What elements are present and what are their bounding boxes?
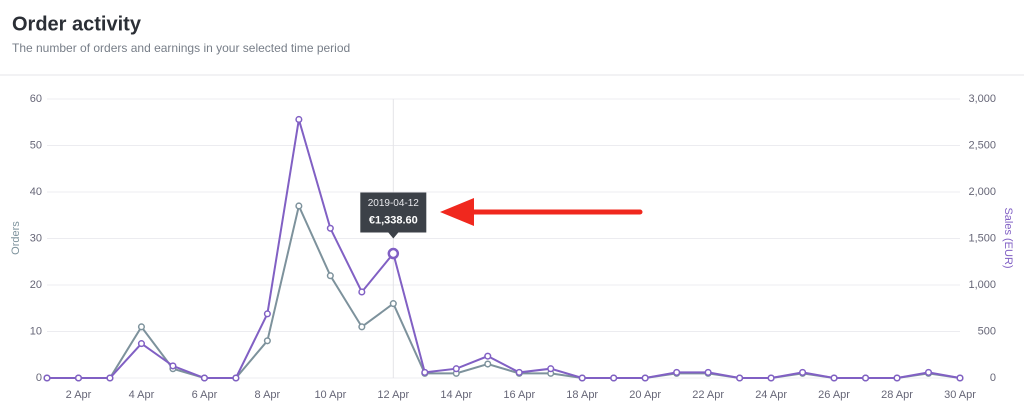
point — [295, 115, 303, 124]
point — [452, 365, 460, 373]
point — [389, 300, 397, 308]
x-tick-label: 28 Apr — [881, 389, 913, 401]
y2-tick-label: 2,500 — [968, 139, 996, 151]
y-axis-label: Orders — [10, 221, 22, 255]
point — [358, 323, 366, 331]
point — [295, 202, 303, 210]
point — [736, 374, 744, 382]
point — [704, 368, 712, 376]
series-line — [47, 119, 961, 379]
point — [893, 374, 901, 382]
point — [610, 374, 618, 382]
point — [137, 323, 145, 331]
point — [578, 374, 586, 382]
x-tick-label: 24 Apr — [755, 389, 787, 401]
y-tick-label: 30 — [30, 232, 42, 244]
page-subtitle: The number of orders and earnings in you… — [12, 41, 350, 55]
x-tick-label: 16 Apr — [503, 389, 535, 401]
y-tick-label: 10 — [30, 325, 42, 337]
point — [799, 368, 807, 376]
point — [484, 360, 492, 368]
point — [673, 368, 681, 376]
x-tick-label: 18 Apr — [566, 389, 598, 401]
point — [862, 374, 870, 382]
point — [358, 288, 366, 296]
point — [326, 272, 334, 280]
y-tick-label: 20 — [30, 279, 42, 291]
y-tick-label: 60 — [30, 93, 42, 105]
x-tick-label: 8 Apr — [255, 389, 281, 401]
y2-tick-label: 1,000 — [968, 279, 996, 291]
x-tick-label: 10 Apr — [314, 389, 346, 401]
y-tick-label: 40 — [30, 186, 42, 198]
point — [924, 368, 933, 376]
y-tick-label: 0 — [36, 372, 42, 384]
x-tick-label: 20 Apr — [629, 389, 661, 401]
y2-tick-label: 2,000 — [968, 186, 996, 198]
point — [515, 368, 523, 376]
x-tick-label: 12 Apr — [377, 389, 409, 401]
point — [547, 365, 555, 373]
page-title: Order activity — [12, 13, 142, 35]
tooltip-title: 2019-04-12 — [368, 198, 420, 209]
point — [263, 310, 271, 318]
point — [43, 374, 51, 382]
point — [421, 368, 429, 376]
x-tick-label: 30 Apr — [944, 389, 976, 401]
point — [484, 352, 492, 360]
tooltip-value: €1,338.60 — [369, 214, 418, 226]
point — [830, 374, 838, 382]
x-tick-label: 6 Apr — [192, 389, 218, 401]
arrow — [440, 198, 643, 226]
point — [137, 340, 145, 348]
point — [106, 374, 114, 382]
y2-tick-label: 3,000 — [968, 93, 996, 105]
point — [387, 247, 400, 260]
tooltip-box — [360, 192, 427, 239]
x-tick-label: 14 Apr — [440, 389, 472, 401]
point — [200, 374, 208, 382]
x-tick-label: 2 Apr — [66, 389, 92, 401]
x-tick-label: 4 Apr — [129, 389, 155, 401]
x-tick-label: 22 Apr — [692, 389, 724, 401]
point — [169, 362, 177, 370]
point — [956, 374, 964, 382]
point — [232, 374, 240, 382]
x-tick-label: 26 Apr — [818, 389, 850, 401]
point — [263, 337, 271, 345]
y2-axis-label: Sales (EUR) — [1002, 207, 1014, 268]
y2-tick-label: 0 — [990, 372, 996, 384]
y2-tick-label: 1,500 — [968, 232, 996, 244]
point — [767, 374, 775, 382]
series-line — [47, 202, 961, 379]
point — [326, 224, 334, 232]
point — [74, 374, 83, 382]
point — [641, 374, 649, 382]
y-tick-label: 50 — [30, 139, 42, 151]
y2-tick-label: 500 — [978, 325, 996, 337]
